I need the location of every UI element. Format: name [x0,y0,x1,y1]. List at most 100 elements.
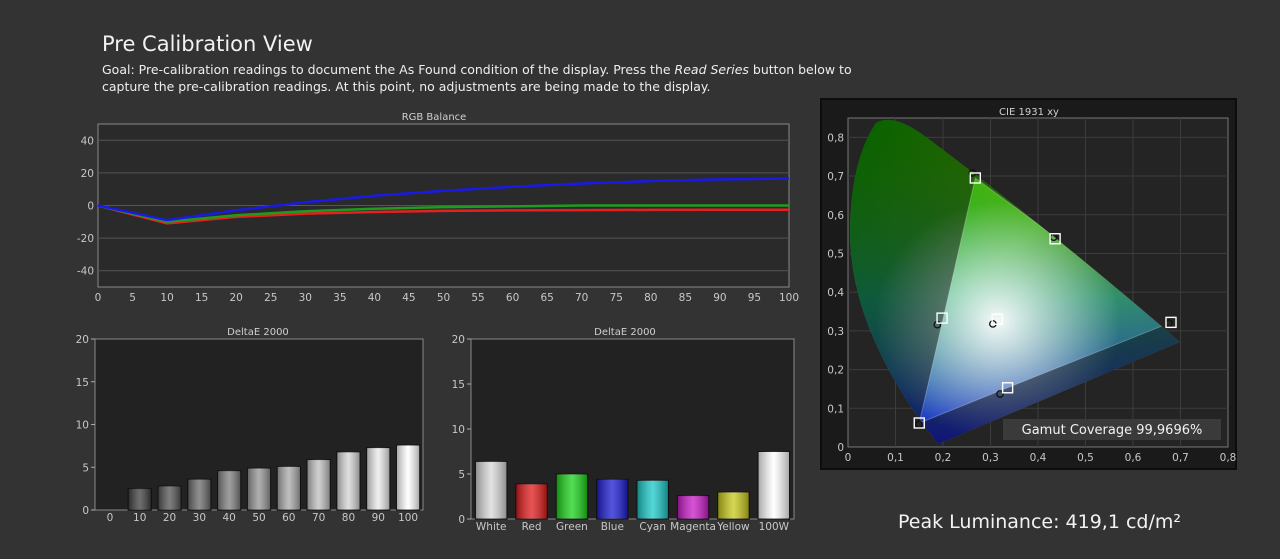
deltae-colors-bars: White Red Green Blue Cyan Magenta Yellow 100W [474,451,791,533]
deltae-colors-chart: DeltaE 2000 20 15 10 5 0 White Red Green Blue Cy… [452,327,795,533]
c2-bar-shade-Red [515,483,548,519]
cie-xtick-1: 0,1 [887,452,904,464]
c1-bar-shade-50 [247,468,271,510]
rgb-xtick-50: 50 [437,292,450,304]
deltae-colors-axes: 20 15 10 5 0 [452,334,471,526]
c2-xlabel-Blue: Blue [601,521,624,533]
deltae-grayscale-bars: 0 10 20 30 40 50 60 70 80 90 100 [107,444,421,524]
cie-chart: CIE 1931 xy 0,80,70,60,50,40,30,20,100 0,… [820,98,1237,470]
cie-ytick-0: 0,8 [827,132,844,144]
c1-bar-shade-80 [336,451,361,510]
cie-ytick-5: 0,3 [827,326,844,338]
c2-bar-shade-Green [556,474,588,519]
rgb-balance-chart: RGB Balance 40 20 0 -20 -40 0 5 10 15 20 25 30 35 40… [77,112,799,304]
rgb-ytick--20: -20 [77,233,94,245]
c1-xlabel-0: 0 [107,512,114,524]
goal-text-end: button below to capture the pre-calibrat… [102,62,852,94]
c1-ytick-0: 0 [82,505,89,517]
c1-xlabel-90: 90 [372,512,385,524]
c2-ytick-20: 20 [452,334,465,346]
rgb-balance-series [97,177,790,225]
c2-xlabel-Green: Green [556,521,588,533]
cie-target-square-2 [936,312,948,324]
cie-ytick-7: 0,1 [827,403,844,415]
c1-bar-shade-90 [366,447,390,510]
rgb-xtick-65: 65 [540,292,553,304]
c1-xlabel-20: 20 [163,512,176,524]
c2-xlabel-Magenta: Magenta [670,521,716,533]
cie-xtick-0: 0 [845,452,852,464]
c1-bar-shade-40 [217,470,241,510]
deltae-grayscale-title: DeltaE 2000 [227,327,289,338]
c2-xlabel-Red: Red [522,521,542,533]
rgb-balance-title: RGB Balance [402,112,467,123]
deltae-grayscale-axes: 20 15 10 5 0 [76,334,95,517]
cie-axes: 0,8 0,7 0,6 0,5 0,4 0,3 0,2 0,1 00 0,1 0,2 0,3 0,4 0,… [827,132,1236,464]
cie-xtick-8: 0,8 [1220,452,1237,464]
peak-luminance: Peak Luminance: 419,1 cd/m² [898,511,1182,533]
gamut-coverage-label: Gamut Coverage 99,9696% [1022,423,1203,438]
c1-ytick-15: 15 [76,377,89,389]
cie-target-square-6 [913,417,925,429]
cie-target-square-0 [969,172,981,184]
c1-xlabel-70: 70 [312,512,325,524]
cie-target-square-4 [1165,316,1177,329]
c1-ytick-20: 20 [76,334,89,346]
rgb-ytick-40: 40 [81,135,94,147]
c1-bar-shade-10 [128,488,152,510]
c1-ytick-5: 5 [82,462,89,474]
c2-ytick-10: 10 [452,424,465,436]
cie-points [913,169,1177,429]
c2-xlabel-White: White [476,521,507,533]
cie-xtick-5: 0,5 [1077,452,1094,464]
c2-bar-shade-100W [758,451,790,519]
cie-xtick-4: 0,4 [1030,452,1047,464]
rgb-xtick-45: 45 [402,292,415,304]
cie-target-square-5 [1001,382,1014,394]
goal-description: Goal: Pre-calibration readings to docume… [102,61,862,95]
rgb-xtick-25: 25 [264,292,277,304]
c1-xlabel-30: 30 [193,512,206,524]
deltae-colors-title: DeltaE 2000 [594,327,656,338]
c2-xlabel-Cyan: Cyan [639,521,666,533]
cie-target-square-3 [991,313,1003,325]
cie-ytick-3: 0,5 [827,248,844,260]
rgb-xtick-20: 20 [230,292,243,304]
c2-bar-shade-Magenta [677,495,709,519]
cie-measured-point-5 [996,390,1004,398]
rgb-xtick-5: 5 [129,292,136,304]
c2-ytick-15: 15 [452,379,465,391]
c1-xlabel-10: 10 [133,512,146,524]
goal-text-start: Goal: Pre-calibration readings to docume… [102,62,675,77]
cie-xtick-7: 0,7 [1172,452,1189,464]
rgb-xtick-40: 40 [368,292,381,304]
rgb-ytick-0: 0 [87,201,94,213]
c1-xlabel-80: 80 [342,512,355,524]
read-series-emphasis: Read Series [674,62,749,77]
rgb-xtick-35: 35 [333,292,346,304]
c1-bar-shade-60 [277,466,301,510]
cie-ytick-1: 0,7 [827,171,844,183]
c2-ytick-0: 0 [458,514,465,526]
rgb-xtick-55: 55 [471,292,484,304]
cie-ytick-8: 0 [837,442,844,454]
c2-bar-shade-Yellow [717,492,750,519]
rgb-xtick-70: 70 [575,292,588,304]
rgb-ytick-20: 20 [81,168,94,180]
rgb-ytick--40: -40 [77,266,94,278]
rgb-series-line-1 [97,204,789,224]
cie-ytick-6: 0,2 [827,365,844,377]
rgb-xtick-85: 85 [679,292,692,304]
c1-bar-shade-70 [307,459,331,510]
c2-bar-shade-Blue [596,479,629,519]
rgb-xtick-30: 30 [299,292,312,304]
c2-bar-shade-Cyan [636,480,669,519]
rgb-balance-y-axis: 40 20 0 -20 -40 [77,135,94,277]
c2-xlabel-Yellow: Yellow [716,521,750,533]
cie-xtick-3: 0,3 [982,452,999,464]
cie-xtick-6: 0,6 [1125,452,1142,464]
gamut-coverage-box [1003,419,1221,440]
cie-target-square-1 [1049,233,1061,245]
c1-xlabel-100: 100 [398,512,418,524]
